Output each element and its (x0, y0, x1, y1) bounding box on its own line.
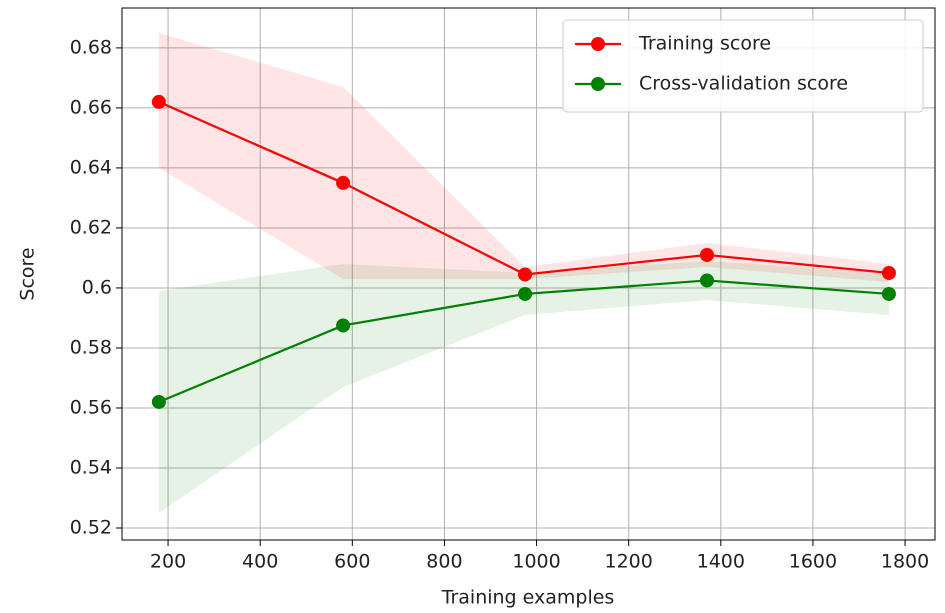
plot-frame (121, 7, 936, 541)
y-tick-label: 0.52 (70, 516, 112, 538)
point (518, 286, 533, 301)
y-tick-label: 0.56 (70, 396, 112, 418)
point (151, 94, 166, 109)
y-tick-label: 0.66 (70, 96, 112, 118)
x-tick-label: 1400 (697, 551, 745, 573)
y-tick-label: 0.68 (70, 36, 112, 58)
legend-marker (591, 77, 605, 91)
x-tick-label: 1600 (789, 551, 837, 573)
y-tick-label: 0.58 (70, 336, 112, 358)
x-tick-label: 1000 (512, 551, 560, 573)
x-tick-label: 1200 (605, 551, 653, 573)
point (881, 286, 896, 301)
y-axis-label: Score (17, 247, 39, 300)
y-tick-label: 0.64 (70, 156, 112, 178)
legend-label: Training score (638, 33, 771, 55)
x-tick-label: 800 (426, 551, 462, 573)
band (158, 32, 889, 282)
legend-label: Cross-validation score (639, 73, 848, 95)
point (336, 318, 351, 333)
x-tick-label: 400 (242, 551, 278, 573)
point (881, 265, 896, 280)
y-tick-label: 0.54 (70, 456, 112, 478)
legend-marker (591, 37, 605, 51)
point (336, 175, 351, 190)
point (151, 394, 166, 409)
y-tick-label: 0.6 (82, 276, 112, 298)
x-axis-label: Training examples (441, 587, 615, 609)
point (699, 273, 714, 288)
x-tick-label: 200 (150, 551, 186, 573)
x-tick-label: 600 (334, 551, 370, 573)
point (699, 247, 714, 262)
y-tick-label: 0.62 (70, 216, 112, 238)
point (518, 267, 533, 282)
legend (562, 19, 924, 113)
x-tick-label: 1800 (881, 551, 929, 573)
